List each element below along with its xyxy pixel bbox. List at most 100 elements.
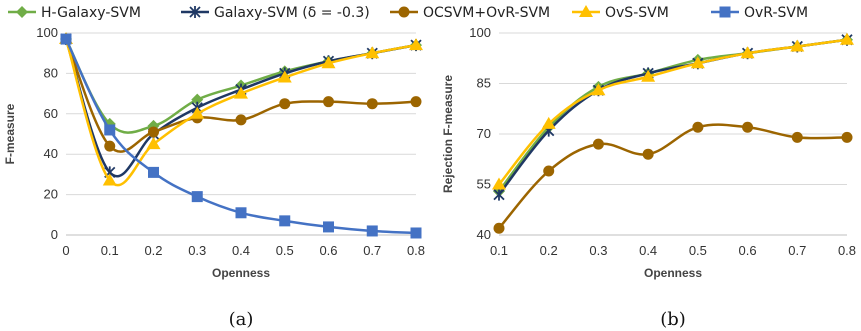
data-point — [279, 98, 291, 110]
y-axis-label: Rejection F-measure — [441, 75, 455, 193]
x-tick-label: 0.5 — [689, 243, 707, 258]
x-tick-label: 0.2 — [540, 243, 558, 258]
legend-label: OvS-SVM — [605, 5, 669, 21]
data-point — [592, 138, 604, 150]
data-point — [148, 126, 159, 138]
legend-marker-square — [719, 6, 731, 18]
subfigure-caption: (a) — [229, 309, 254, 330]
x-tick-label: 0.6 — [319, 243, 337, 258]
data-point — [642, 148, 654, 160]
data-point — [840, 32, 854, 45]
data-point — [60, 33, 72, 45]
x-tick-label: 0.4 — [639, 243, 657, 258]
y-tick-label: 60 — [44, 106, 58, 121]
legend-item-galaxy-svm-0-3: Galaxy-SVM (δ = -0.3) — [181, 5, 370, 21]
data-point — [104, 124, 116, 136]
x-tick-label: 0.6 — [739, 243, 757, 258]
series-line — [64, 38, 417, 178]
chart-a: 0 20 40 60 80 100 0 0.1 0.2 0.3 0.4 0.5 0.6 0.7 0.8 Ope… — [3, 25, 425, 330]
x-axis-label: Openness — [212, 266, 270, 280]
legend: H-Galaxy-SVM Galaxy-SVM (δ = -0.3) OCSVM+O… — [8, 5, 808, 21]
data-point — [690, 56, 705, 69]
data-point — [841, 131, 853, 143]
y-tick-label: 40 — [477, 227, 491, 242]
y-tick-label: 100 — [36, 25, 58, 40]
legend-item-ocsvm-ovr-svm: OCSVM+OvR-SVM — [390, 5, 550, 21]
legend-marker-circle — [398, 6, 410, 18]
data-point — [790, 39, 805, 52]
x-tick-label: 0.2 — [144, 243, 162, 258]
data-point — [692, 121, 704, 133]
legend-label: Galaxy-SVM (δ = -0.3) — [214, 5, 370, 21]
x-tick-label: 0.4 — [232, 243, 250, 258]
data-point — [541, 116, 556, 129]
data-point — [235, 207, 247, 219]
subfigure-caption: (b) — [660, 309, 686, 330]
data-point — [492, 177, 506, 190]
data-point — [366, 98, 378, 110]
legend-marker-triangle — [579, 5, 593, 17]
data-point — [234, 86, 248, 99]
y-tick-label: 20 — [44, 187, 58, 202]
y-axis-label: F-measure — [3, 103, 17, 164]
legend-item-ovr-svm: OvR-SVM — [711, 5, 808, 21]
y-tick-label: 70 — [477, 126, 491, 141]
data-point — [323, 96, 334, 108]
series-line — [64, 38, 417, 235]
legend-label: OCSVM+OvR-SVM — [423, 5, 550, 21]
data-point — [191, 191, 203, 203]
y-tick-label: 85 — [477, 76, 491, 91]
data-point — [235, 114, 247, 126]
data-point — [410, 227, 422, 239]
data-point — [146, 137, 161, 150]
series-line — [498, 38, 848, 186]
x-tick-label: 0 — [62, 243, 69, 258]
data-point — [543, 165, 555, 177]
data-point — [740, 46, 755, 59]
series-ocsvm-ovr-svm — [493, 121, 853, 234]
data-point — [791, 131, 803, 143]
legend-item-h-galaxy-svm: H-Galaxy-SVM — [8, 5, 141, 21]
series-ovs-svm — [492, 32, 854, 190]
data-point — [191, 93, 204, 106]
legend-label: OvR-SVM — [744, 5, 808, 21]
x-tick-label: 0.5 — [276, 243, 294, 258]
y-tick-label: 80 — [44, 65, 58, 80]
legend-item-ovs-svm: OvS-SVM — [572, 5, 669, 21]
series-ovr-svm — [60, 33, 422, 239]
legend-marker-diamond — [16, 6, 28, 18]
x-tick-label: 0.7 — [788, 243, 806, 258]
legend-marker-star — [189, 6, 201, 18]
data-point — [641, 69, 656, 82]
data-point — [493, 222, 505, 234]
data-point — [365, 46, 380, 59]
legend-label: H-Galaxy-SVM — [41, 5, 141, 21]
data-point — [742, 121, 754, 133]
y-tick-label: 55 — [477, 177, 491, 192]
data-point — [102, 173, 117, 186]
chart-b: 40 55 70 85 100 0.1 0.2 0.3 0.4 0.5 0.6 0.7 0.8 Openn… — [441, 25, 856, 330]
x-tick-label: 0.8 — [407, 243, 425, 258]
x-tick-label: 0.1 — [490, 243, 508, 258]
data-point — [366, 225, 378, 237]
series-line — [64, 38, 417, 187]
data-point — [279, 215, 291, 227]
data-point — [410, 96, 422, 108]
x-tick-label: 0.7 — [363, 243, 381, 258]
series-ovs-svm — [59, 32, 423, 187]
x-tick-label: 0.8 — [838, 243, 856, 258]
data-point — [323, 221, 334, 233]
x-tick-label: 0.3 — [589, 243, 607, 258]
data-point — [321, 56, 336, 69]
data-point — [493, 188, 505, 201]
data-point — [148, 166, 159, 178]
data-point — [190, 106, 205, 119]
y-tick-label: 0 — [51, 227, 58, 242]
x-tick-label: 0.3 — [188, 243, 206, 258]
data-point — [277, 70, 292, 83]
y-tick-label: 100 — [469, 25, 491, 40]
data-point — [409, 38, 423, 51]
y-tick-label: 40 — [44, 146, 58, 161]
x-axis-label: Openness — [644, 266, 702, 280]
